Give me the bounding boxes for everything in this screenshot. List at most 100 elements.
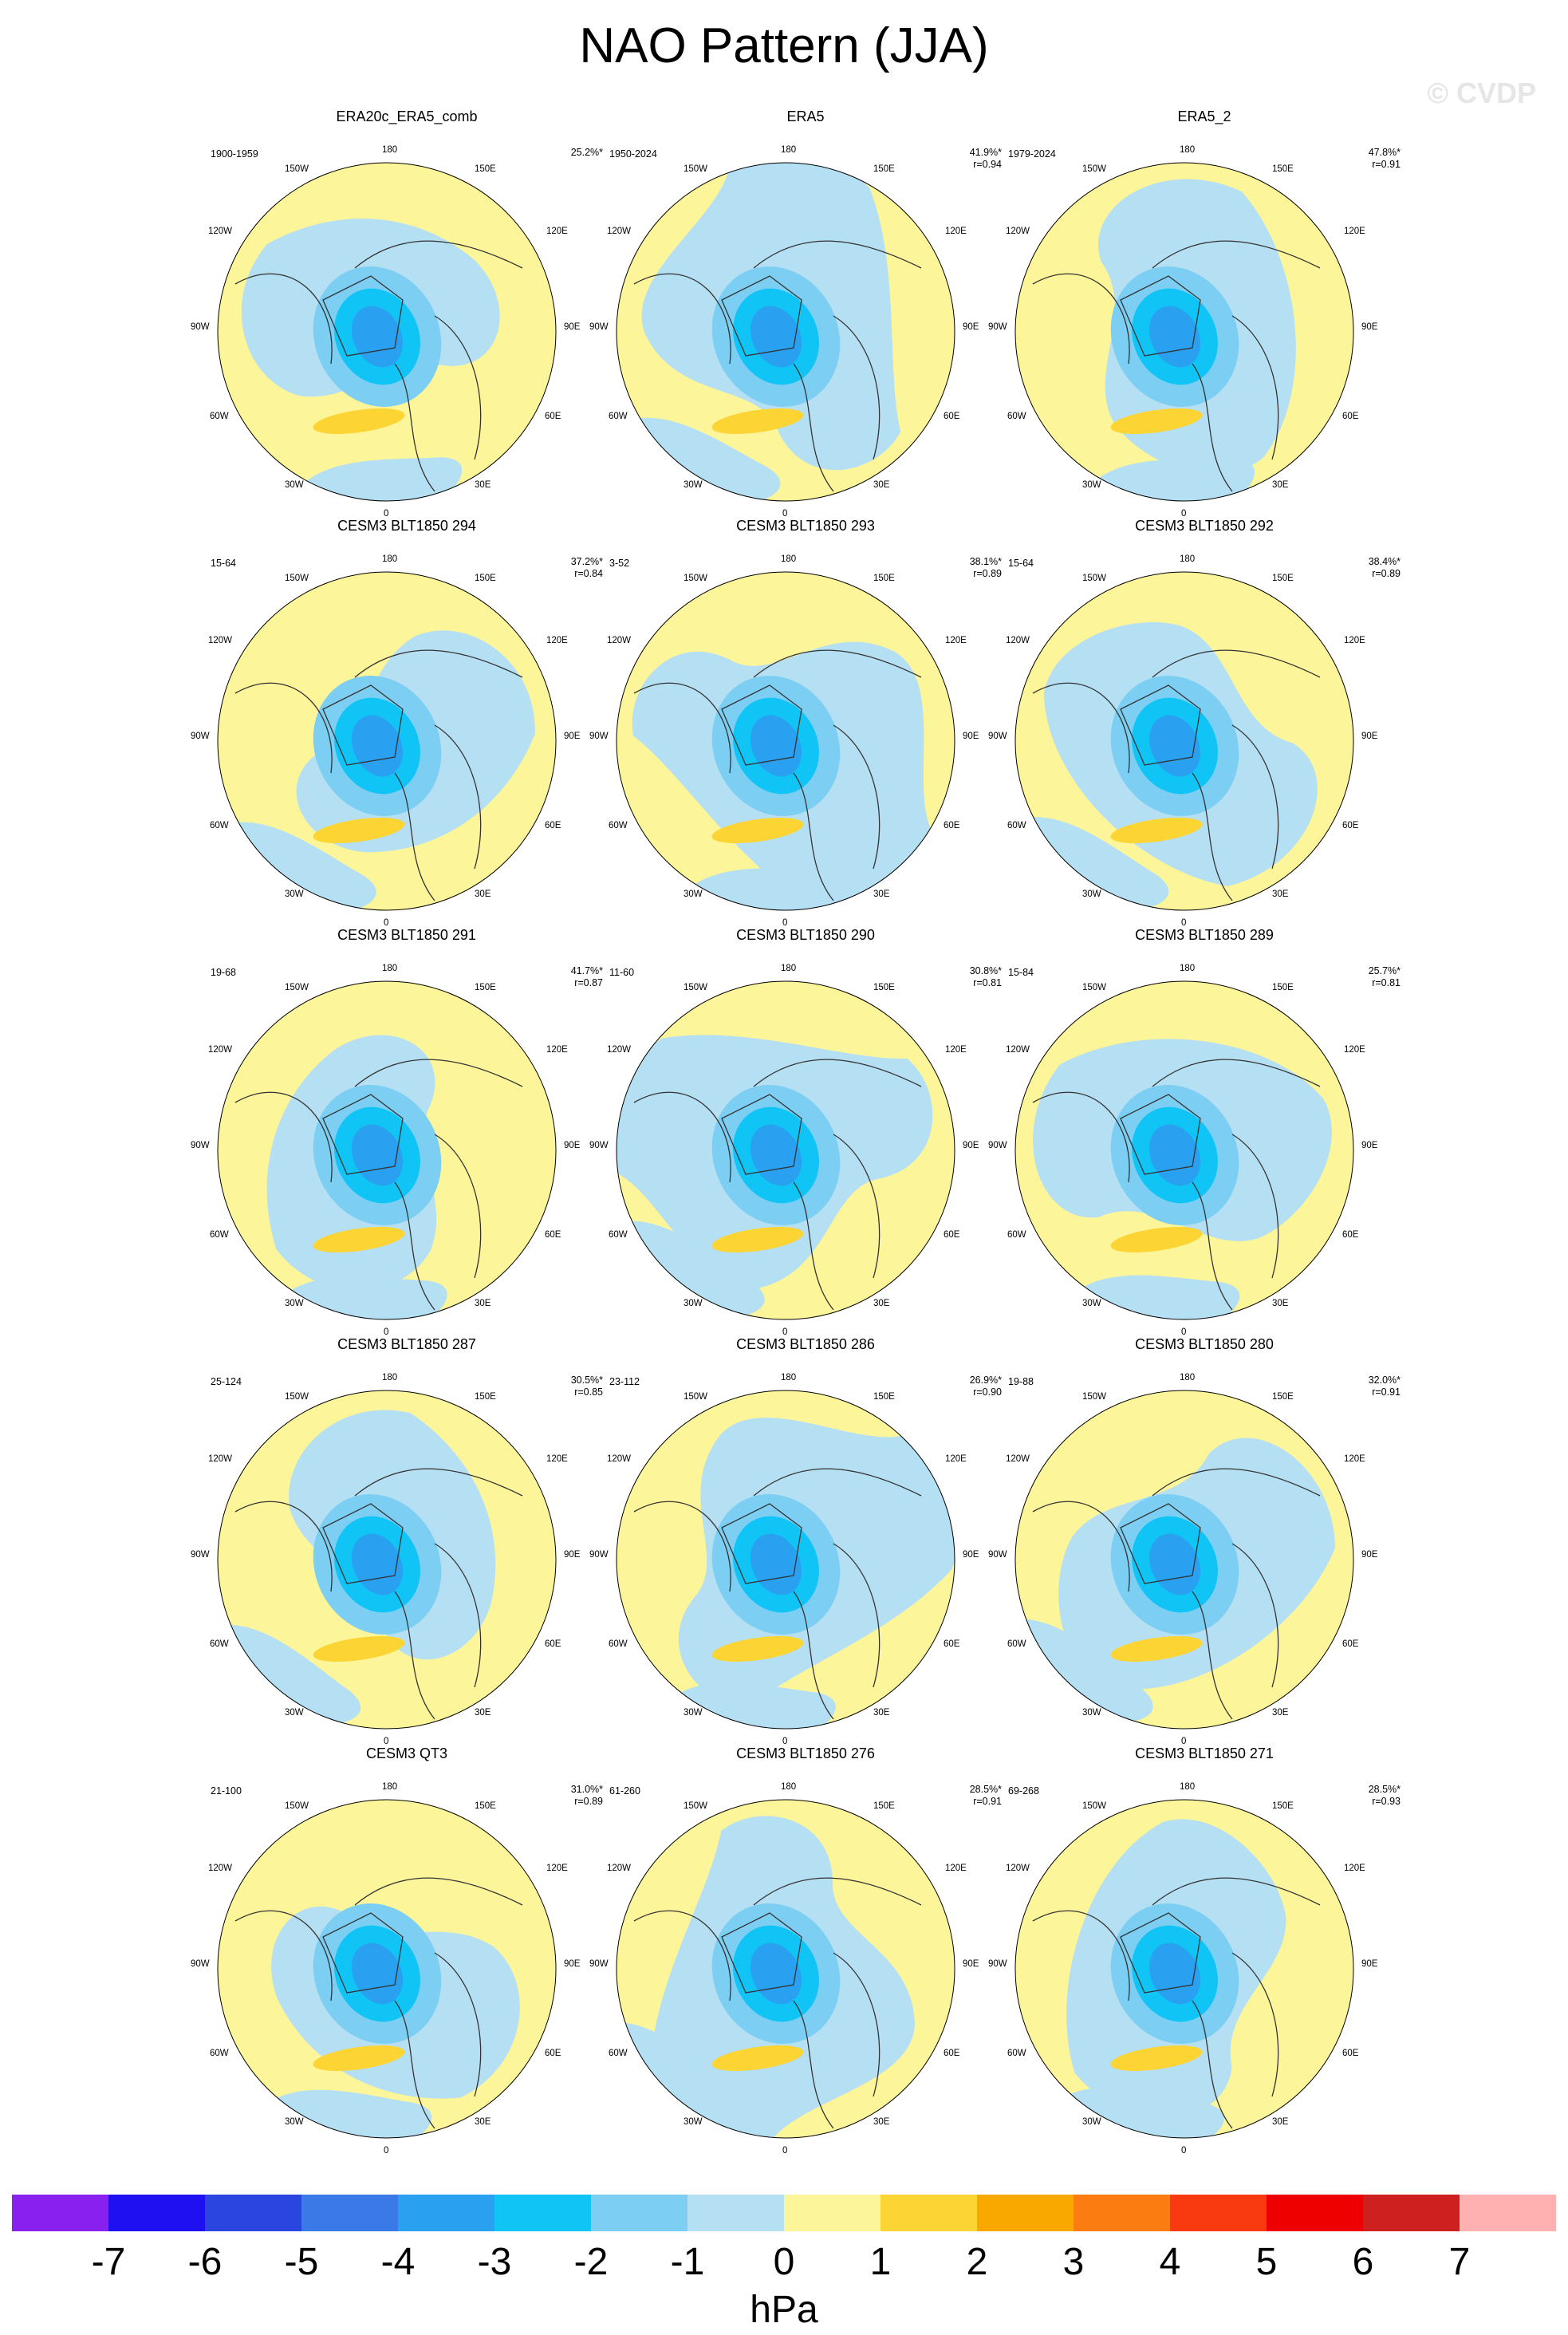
- negative-anomaly-region: [289, 457, 463, 501]
- longitude-label: 30W: [1082, 2117, 1101, 2127]
- azores-high: [711, 1226, 804, 1253]
- arctic-low: [750, 1124, 802, 1186]
- colorbar-tick: 5: [1255, 2241, 1278, 2283]
- longitude-label: 180: [781, 1782, 797, 1792]
- percent-variance: 28.5%*: [969, 1784, 1002, 1795]
- pattern-correlation: r=0.81: [973, 977, 1002, 988]
- pattern-correlation: r=0.91: [1372, 159, 1401, 170]
- longitude-label: 60E: [944, 821, 960, 830]
- panel-years: 19-68: [211, 967, 236, 978]
- longitude-label: 90W: [191, 1550, 210, 1560]
- colorbar-swatch: [12, 2195, 109, 2231]
- longitude-label: 60W: [1007, 412, 1026, 421]
- coastlines: [234, 240, 523, 492]
- longitude-label: 150E: [475, 1392, 496, 1402]
- longitude-label: 120E: [546, 1454, 568, 1464]
- longitude-label: 90E: [1361, 1141, 1378, 1150]
- longitude-label: 0: [1181, 1327, 1187, 1337]
- pattern-correlation: r=0.94: [973, 159, 1002, 170]
- azores-high: [1110, 817, 1203, 844]
- coastlines: [1032, 649, 1321, 901]
- longitude-label: 120W: [1006, 1045, 1030, 1055]
- colorbar-swatch: [398, 2195, 495, 2231]
- coastlines: [633, 649, 922, 901]
- longitude-label: 0: [384, 2146, 389, 2156]
- map-panel: CESM3 BLT1850 294 15-64 37.2%* r=0.84 180 150…: [191, 518, 614, 944]
- polar-map: [1014, 1799, 1354, 2139]
- azores-high: [1110, 408, 1203, 435]
- longitude-label: 180: [781, 1373, 797, 1382]
- pattern-correlation: r=0.81: [1372, 977, 1401, 988]
- colorbar-swatch: [1267, 2195, 1364, 2231]
- longitude-label: 120E: [1344, 636, 1365, 645]
- arctic-low: [351, 715, 404, 777]
- longitude-label: 90E: [564, 732, 581, 741]
- panel-years: 23-112: [609, 1376, 640, 1387]
- colorbar-tick: -7: [91, 2241, 126, 2283]
- longitude-label: 120E: [945, 1045, 967, 1055]
- colorbar-tick: -3: [477, 2241, 512, 2283]
- colorbar-swatch: [977, 2195, 1074, 2231]
- coastlines: [1032, 1468, 1321, 1720]
- panel-variance: 25.7%* r=0.81: [1369, 965, 1401, 989]
- longitude-label: 30W: [285, 480, 304, 490]
- map-border: [217, 162, 557, 502]
- longitude-label: 30E: [873, 889, 890, 899]
- map-panel: ERA5 1950-2024 41.9%* r=0.94 180 150W 150E 120W…: [589, 108, 1013, 534]
- coastlines: [234, 1877, 523, 2129]
- longitude-label: 150E: [873, 983, 895, 992]
- longitude-label: 0: [782, 2146, 788, 2156]
- colorbar-swatch: [591, 2195, 688, 2231]
- longitude-label: 120E: [546, 636, 568, 645]
- longitude-label: 60W: [609, 1230, 628, 1240]
- longitude-label: 120E: [1344, 1454, 1365, 1464]
- longitude-label: 30E: [1272, 889, 1289, 899]
- map-border: [1014, 980, 1354, 1320]
- longitude-label: 120E: [546, 227, 568, 236]
- map-panel: CESM3 BLT1850 290 11-60 30.8%* r=0.81 180 150…: [589, 927, 1013, 1353]
- map-border: [217, 1390, 557, 1730]
- longitude-label: 150W: [285, 983, 309, 992]
- percent-variance: 30.5%*: [570, 1375, 603, 1386]
- percent-variance: 28.5%*: [1368, 1784, 1401, 1795]
- panel-title: ERA5: [786, 108, 825, 124]
- panel-title: CESM3 BLT1850 287: [337, 1336, 476, 1352]
- longitude-label: 30E: [1272, 1299, 1289, 1308]
- longitude-label: 90W: [988, 1550, 1007, 1560]
- panel-years: 1979-2024: [1008, 148, 1056, 160]
- longitude-label: 180: [781, 145, 797, 155]
- colorbar-tick: -2: [573, 2241, 609, 2283]
- longitude-label: 150W: [285, 1392, 309, 1402]
- panel-title: CESM3 BLT1850 271: [1135, 1745, 1274, 1761]
- map-panel: CESM3 BLT1850 292 15-64 38.4%* r=0.89 180 150…: [988, 518, 1412, 944]
- longitude-label: 180: [1180, 554, 1196, 564]
- longitude-label: 30W: [1082, 480, 1101, 490]
- map-border: [217, 1799, 557, 2139]
- longitude-label: 60W: [1007, 2049, 1026, 2058]
- longitude-label: 120W: [208, 1864, 233, 1873]
- arctic-low: [1148, 1943, 1201, 2005]
- negative-anomaly-region: [676, 868, 851, 910]
- longitude-label: 30E: [873, 1708, 890, 1718]
- panel-years: 21-100: [211, 1785, 242, 1797]
- panel-title: CESM3 BLT1850 286: [736, 1336, 875, 1352]
- longitude-label: 0: [1181, 509, 1187, 519]
- map-panel: CESM3 BLT1850 287 25-124 30.5%* r=0.85 180 15…: [191, 1336, 614, 1762]
- polar-map: [217, 571, 557, 911]
- longitude-label: 90W: [191, 732, 210, 741]
- negative-anomaly-region: [659, 1682, 836, 1729]
- percent-variance: 25.7%*: [1368, 965, 1401, 976]
- panel-title: CESM3 BLT1850 294: [337, 518, 476, 534]
- map-border: [616, 980, 955, 1320]
- longitude-label: 90E: [963, 1141, 979, 1150]
- colorbar-swatch: [784, 2195, 881, 2231]
- percent-variance: 41.7%*: [570, 965, 603, 976]
- longitude-label: 60E: [545, 1639, 561, 1649]
- longitude-label: 90W: [191, 1959, 210, 1969]
- longitude-label: 120W: [607, 1864, 632, 1873]
- longitude-label: 150E: [1272, 164, 1294, 174]
- arctic-low: [1148, 306, 1201, 368]
- longitude-label: 60W: [210, 1639, 229, 1649]
- polar-map: [217, 162, 557, 502]
- longitude-label: 60E: [1342, 1230, 1359, 1240]
